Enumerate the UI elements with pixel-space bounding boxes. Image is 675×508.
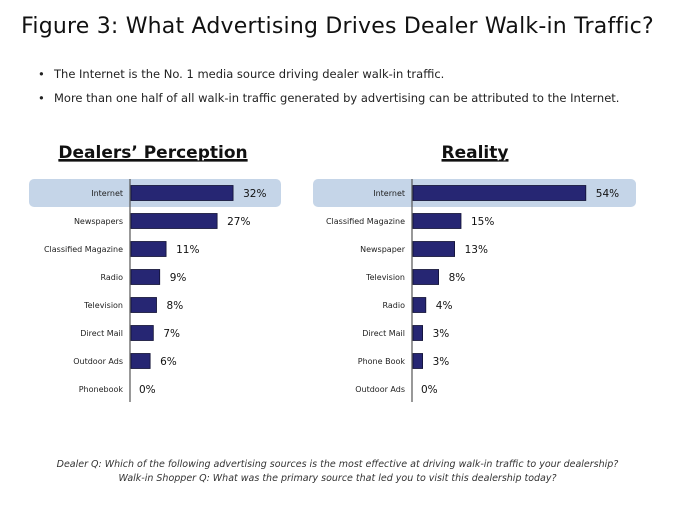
category-label: Phone Book	[358, 357, 406, 366]
category-label: Internet	[373, 189, 405, 198]
footer-dealer-question: Dealer Q: Which of the following adverti…	[56, 459, 619, 470]
category-label: Internet	[91, 189, 123, 198]
category-label: Radio	[101, 273, 124, 282]
value-label: 15%	[471, 216, 494, 228]
value-label: 27%	[227, 216, 250, 228]
category-label: Direct Mail	[362, 329, 405, 338]
value-label: 3%	[433, 328, 450, 340]
bar	[130, 269, 161, 285]
category-label: Phonebook	[79, 385, 124, 394]
value-label: 0%	[421, 384, 438, 396]
value-label: 6%	[160, 356, 177, 368]
category-label: Outdoor Ads	[355, 385, 405, 394]
footer-shopper-question: Walk-in Shopper Q: What was the primary …	[118, 473, 557, 484]
category-label: Radio	[383, 301, 406, 310]
bar	[130, 185, 234, 201]
category-label: Television	[83, 301, 123, 310]
value-label: 3%	[433, 356, 450, 368]
bar	[412, 353, 424, 369]
value-label: 9%	[170, 272, 187, 284]
dealers-perception-chart: Dealers’ Perception Internet 32% Newspapers…	[29, 143, 281, 402]
bar	[412, 185, 587, 201]
value-label: 7%	[163, 328, 180, 340]
bar	[412, 325, 424, 341]
bar	[130, 353, 151, 369]
value-label: 0%	[139, 384, 156, 396]
bar	[412, 269, 440, 285]
bar	[130, 325, 154, 341]
value-label: 11%	[176, 244, 199, 256]
value-label: 8%	[449, 272, 466, 284]
bar	[412, 297, 427, 313]
value-label: 4%	[436, 300, 453, 312]
bar	[412, 213, 462, 229]
bullet-text: More than one half of all walk-in traffi…	[54, 91, 620, 105]
bar	[412, 241, 455, 257]
value-label: 13%	[465, 244, 488, 256]
bar	[130, 213, 218, 229]
category-label: Classified Magazine	[326, 217, 405, 226]
category-label: Classified Magazine	[44, 245, 123, 254]
value-label: 32%	[243, 188, 266, 200]
bullet-icon: •	[38, 91, 45, 105]
category-label: Direct Mail	[80, 329, 123, 338]
category-label: Outdoor Ads	[73, 357, 123, 366]
value-label: 8%	[167, 300, 184, 312]
figure-title: Figure 3: What Advertising Drives Dealer…	[21, 14, 654, 39]
category-label: Newspaper	[360, 245, 406, 254]
bullet-item: • More than one half of all walk-in traff…	[38, 91, 619, 105]
charts-area: Dealers’ Perception Internet 32% Newspapers…	[29, 143, 636, 402]
bullet-icon: •	[38, 67, 45, 81]
chart-title: Reality	[442, 143, 509, 163]
bar	[130, 297, 157, 313]
chart-title: Dealers’ Perception	[58, 143, 247, 163]
bullet-item: • The Internet is the No. 1 media source …	[38, 67, 444, 81]
category-label: Newspapers	[74, 217, 123, 226]
category-label: Television	[365, 273, 405, 282]
bullet-text: The Internet is the No. 1 media source d…	[54, 67, 445, 81]
bar	[130, 241, 167, 257]
value-label: 54%	[596, 188, 619, 200]
reality-chart: Reality Internet 54% Classified Magazine 15%…	[313, 143, 636, 402]
